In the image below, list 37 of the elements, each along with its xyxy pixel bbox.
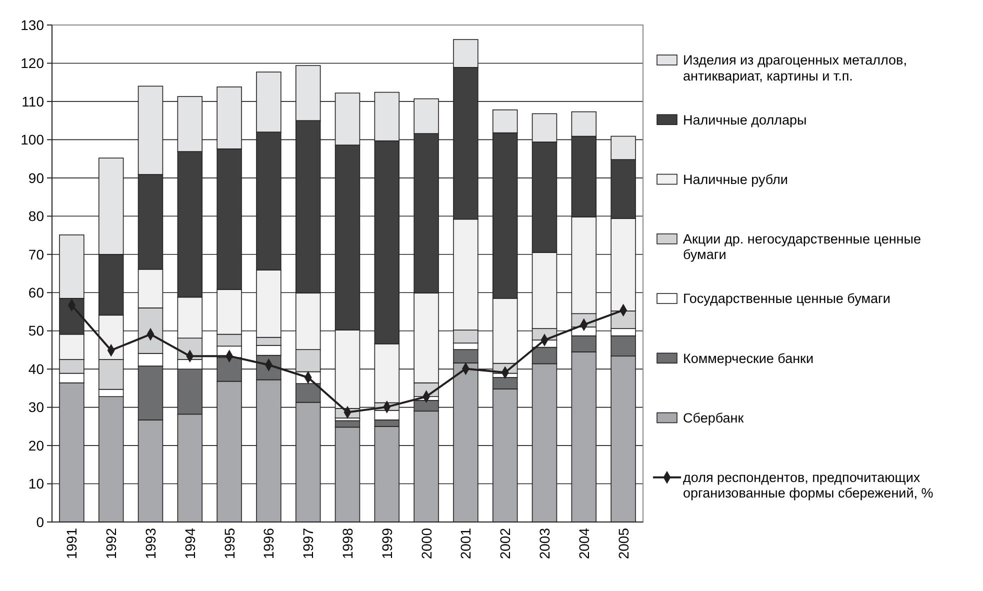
legend-label: доля респондентов, предпочитающих организованные формы сбережений, %: [683, 470, 934, 501]
x-tick-label: 2003: [536, 528, 552, 560]
x-tick-label: 1999: [378, 528, 395, 560]
y-tick-label: 120: [20, 55, 44, 72]
x-tick-label: 2005: [615, 528, 632, 560]
legend-label: Наличные доллары: [683, 112, 807, 128]
y-tick-label: 60: [28, 284, 44, 301]
legend-label: Изделия из драгоценных металлов, антиквариат, картины и т.п.: [683, 52, 907, 84]
y-tick-label: 70: [28, 246, 44, 262]
x-tick-label: 1996: [260, 528, 277, 560]
y-tick-label: 30: [28, 399, 44, 416]
x-tick-label: 2004: [576, 528, 592, 560]
y-tick-label: 90: [28, 170, 44, 186]
y-tick-label: 80: [28, 208, 44, 224]
y-tick-label: 10: [28, 476, 44, 492]
y-tick-label: 110: [22, 93, 44, 110]
y-tick-label: 0: [36, 514, 44, 530]
legend-label: Коммерческие банки: [683, 350, 814, 366]
x-tick-label: 1993: [142, 528, 158, 560]
y-tick-label: 20: [28, 437, 44, 454]
y-tick-label: 130: [20, 16, 44, 33]
x-tick-label: 1997: [300, 528, 316, 560]
x-tick-label: 2002: [497, 528, 514, 560]
x-tick-label: 2000: [418, 528, 434, 560]
legend-label: Государственные ценные бумаги: [683, 291, 890, 306]
x-tick-label: 1991: [64, 528, 80, 560]
y-tick-label: 100: [20, 132, 44, 148]
y-tick-label: 40: [28, 360, 44, 377]
legend-label: Акции др. негосударственные ценные бумаги: [683, 232, 921, 262]
legend-label: Сбербанк: [683, 410, 744, 426]
x-tick-label: 1994: [182, 528, 198, 560]
legend-label: Наличные рубли: [683, 172, 788, 187]
x-tick-label: 1995: [221, 528, 238, 560]
x-tick-label: 1998: [340, 528, 356, 560]
x-tick-label: 1992: [103, 528, 120, 560]
x-tick-label: 2001: [458, 528, 474, 560]
y-tick-label: 50: [28, 322, 44, 339]
